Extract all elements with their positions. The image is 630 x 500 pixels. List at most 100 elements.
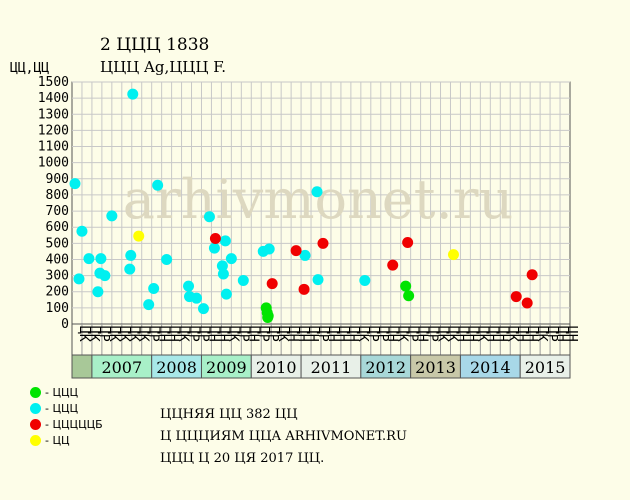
legend-label: - ЦЦЦ: [45, 401, 79, 415]
year-cell: [71, 354, 93, 379]
x-column-label: ЦР: [146, 326, 161, 342]
x-column-label: ЦН: [454, 326, 469, 342]
legend-item-red: - ЦЦЦЦЦБ: [30, 416, 103, 432]
x-column-label: ЦН: [325, 326, 340, 342]
x-column-label: ЦК: [86, 326, 101, 342]
green-dot-icon: [30, 386, 41, 398]
data-point-series-1: [124, 263, 136, 275]
data-point-series-2: [526, 269, 538, 281]
legend-label: - ЦЦЦ: [45, 385, 79, 399]
data-point-series-1: [237, 274, 249, 286]
x-column-label: ЦР: [265, 326, 280, 342]
data-point-series-0: [262, 312, 274, 324]
x-column-label: ЦН: [524, 326, 539, 342]
x-column-label: ЦН: [245, 326, 260, 342]
x-column-label: ЦН: [166, 326, 181, 342]
x-column-label: ЦН: [295, 326, 310, 342]
data-point-series-1: [76, 225, 88, 237]
x-column-label: ЦН: [345, 326, 360, 342]
data-point-series-1: [183, 280, 195, 292]
data-point-series-2: [510, 291, 522, 303]
data-point-series-1: [125, 249, 137, 261]
x-column-label: ЦН: [464, 326, 479, 342]
data-point-series-1: [263, 243, 275, 255]
x-column-label: ЦР: [196, 326, 211, 342]
x-column-label: ЦН: [285, 326, 300, 342]
x-column-label: ЦН: [305, 326, 320, 342]
data-point-series-2: [387, 259, 399, 271]
x-column-labels: ЦКЦКЦРЦКЦКЦКЦКЦРЦНЦНЦКЦРЦРЦНЦНЦКЦРЦНЦРЦР…: [71, 323, 579, 356]
y-tick-label: 1100: [38, 140, 69, 155]
year-label: 2013: [415, 358, 456, 377]
y-tick-label: 700: [46, 204, 69, 219]
data-point-series-1: [191, 292, 202, 304]
year-label: 2009: [206, 358, 247, 377]
x-column-label: ЦН: [494, 326, 509, 342]
x-column-label: ЦН: [554, 326, 569, 342]
x-column-label: ЦР: [96, 326, 111, 342]
data-point-series-1: [225, 253, 237, 265]
legend-label: - ЦЦ: [45, 433, 70, 447]
y-tick-label: 600: [46, 220, 69, 235]
data-point-series-0: [400, 280, 412, 292]
data-point-series-1: [152, 179, 164, 191]
y-tick-label: 900: [46, 172, 69, 187]
y-tick-label: 800: [46, 188, 69, 203]
data-point-series-1: [220, 288, 232, 300]
x-column-label: ЦН: [156, 326, 171, 342]
legend-item-yellow: - ЦЦ: [30, 432, 103, 448]
data-point-series-1: [203, 211, 215, 223]
y-tick-label: 1400: [38, 91, 69, 106]
y-tick-label: 1000: [38, 156, 69, 171]
x-column-label: ЦР: [365, 326, 380, 342]
legend-label: - ЦЦЦЦЦБ: [45, 417, 103, 431]
info-line-3: ЦЦЦ Ц 20 ЦЯ 2017 ЦЦ.: [160, 451, 325, 466]
x-column-label: ЦН: [385, 326, 400, 342]
data-point-series-2: [402, 237, 414, 249]
y-tick-label: 1500: [38, 75, 69, 90]
cyan-dot-icon: [30, 402, 41, 414]
data-point-series-1: [161, 253, 173, 265]
x-column-label: ЦН: [205, 326, 220, 342]
x-column-label: ЦР: [255, 326, 270, 342]
x-column-label: ЦК: [474, 326, 489, 342]
year-label: 2012: [365, 358, 406, 377]
year-label: 2011: [311, 358, 352, 377]
watermark: arhivmonet.ru: [123, 168, 513, 231]
x-column-label: ЦК: [355, 326, 370, 342]
x-column-label: ЦН: [564, 326, 579, 342]
data-point-series-1: [83, 253, 95, 265]
data-point-series-1: [311, 186, 323, 198]
data-point-series-1: [312, 274, 324, 286]
data-point-series-3: [133, 230, 145, 242]
x-column-label: ЦК: [76, 326, 91, 342]
year-cell: [519, 354, 571, 379]
data-point-series-1: [219, 235, 231, 247]
x-column-label: ЦК: [126, 326, 141, 342]
x-column-label: ЦК: [435, 326, 450, 342]
x-column-label: ЦК: [504, 326, 519, 342]
chart-subtitle: ЦЦЦ Ag,ЦЦЦ F.: [100, 58, 226, 76]
legend-item-cyan: - ЦЦЦ: [30, 400, 103, 416]
y-tick-label: 1300: [38, 107, 69, 122]
data-point-series-2: [266, 278, 278, 290]
year-band: 2007 2008 2009 2010 2011 2012 2013 2014 2015: [71, 354, 571, 379]
data-point-series-1: [99, 270, 111, 282]
year-label: 2014: [470, 358, 511, 377]
x-column-label: ЦК: [534, 326, 549, 342]
x-column-label: ЦН: [215, 326, 230, 342]
data-point-series-1: [69, 178, 81, 190]
yellow-dot-icon: [30, 434, 41, 446]
y-tick-label: 400: [46, 252, 69, 267]
data-point-series-1: [197, 303, 209, 315]
y-tick-label: 100: [46, 301, 69, 316]
x-column-label: ЦК: [176, 326, 191, 342]
year-label: 2015: [525, 358, 566, 377]
info-block: ЦЦНЯЯ ЦЦ 382 ЦЦ Ц ЦЦЦИЯМ ЦЦА ARHIVMONET.…: [160, 404, 407, 470]
data-point-series-1: [148, 283, 160, 295]
data-point-series-1: [143, 299, 155, 311]
x-column-label: ЦН: [335, 326, 350, 342]
y-tick-label: 1200: [38, 123, 69, 138]
data-point-series-0: [403, 290, 415, 302]
data-point-series-1: [217, 268, 229, 280]
